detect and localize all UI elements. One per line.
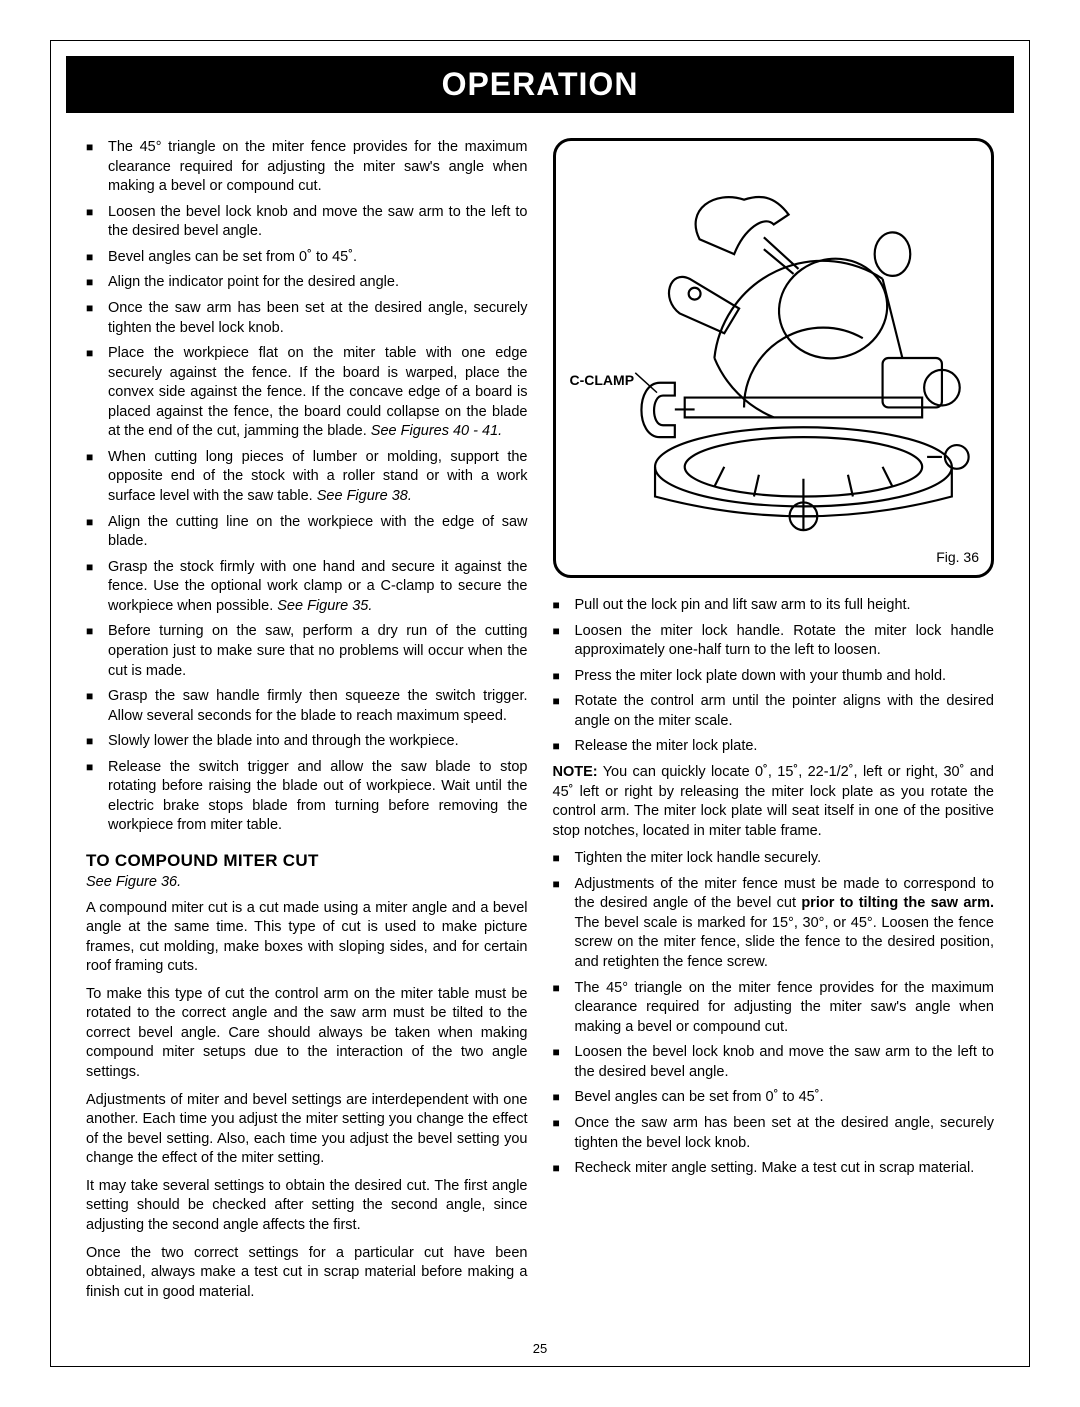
list-item: Align the cutting line on the workpiece … bbox=[86, 513, 528, 552]
paragraph: Adjustments of miter and bevel settings … bbox=[86, 1091, 528, 1169]
miter-saw-illustration bbox=[566, 151, 982, 565]
list-item: Rotate the control arm until the pointer… bbox=[553, 692, 995, 731]
page-title-banner: OPERATION bbox=[66, 56, 1014, 113]
see-figure-ref: See Figure 36. bbox=[86, 873, 528, 893]
list-item: The 45° triangle on the miter fence prov… bbox=[86, 138, 528, 197]
page-frame: OPERATION The 45° triangle on the miter … bbox=[50, 40, 1030, 1367]
list-item: Place the workpiece flat on the miter ta… bbox=[86, 344, 528, 442]
content-columns: The 45° triangle on the miter fence prov… bbox=[51, 138, 1029, 1335]
list-item: Once the saw arm has been set at the des… bbox=[86, 299, 528, 338]
right-bullet-adjust: Adjustments of the miter fence must be m… bbox=[553, 875, 995, 973]
figure-box: C-CLAMP Fig. 36 bbox=[553, 138, 995, 578]
right-bullet-list-2: Tighten the miter lock handle securely. bbox=[553, 849, 995, 869]
list-item: Press the miter lock plate down with you… bbox=[553, 667, 995, 687]
c-clamp-label: C-CLAMP bbox=[570, 371, 635, 390]
paragraph: A compound miter cut is a cut made using… bbox=[86, 899, 528, 977]
list-item: Release the miter lock plate. bbox=[553, 737, 995, 757]
list-item: Adjustments of the miter fence must be m… bbox=[553, 875, 995, 973]
note-label: NOTE: bbox=[553, 764, 598, 780]
miter-saw-icon bbox=[566, 151, 982, 565]
list-item: Bevel angles can be set from 0˚ to 45˚. bbox=[553, 1088, 995, 1108]
list-item: Once the saw arm has been set at the des… bbox=[553, 1114, 995, 1153]
list-item: Align the indicator point for the desire… bbox=[86, 273, 528, 293]
note-text: You can quickly locate 0˚, 15˚, 22-1/2˚,… bbox=[553, 764, 995, 839]
adjust-post: The bevel scale is marked for 15°, 30°, … bbox=[575, 915, 995, 970]
list-item: The 45° triangle on the miter fence prov… bbox=[553, 979, 995, 1038]
list-item: Loosen the bevel lock knob and move the … bbox=[86, 203, 528, 242]
left-paragraphs: A compound miter cut is a cut made using… bbox=[86, 899, 528, 1303]
list-item: Loosen the bevel lock knob and move the … bbox=[553, 1043, 995, 1082]
left-bullet-list: The 45° triangle on the miter fence prov… bbox=[86, 138, 528, 836]
list-item: Recheck miter angle setting. Make a test… bbox=[553, 1159, 995, 1179]
list-item: Bevel angles can be set from 0˚ to 45˚. bbox=[86, 248, 528, 268]
list-item: Release the switch trigger and allow the… bbox=[86, 758, 528, 836]
section-heading: TO COMPOUND MITER CUT bbox=[86, 850, 528, 873]
right-bullet-list-3: The 45° triangle on the miter fence prov… bbox=[553, 979, 995, 1179]
right-bullet-list-1: Pull out the lock pin and lift saw arm t… bbox=[553, 596, 995, 757]
figure-caption: Fig. 36 bbox=[936, 548, 979, 567]
list-item: Before turning on the saw, perform a dry… bbox=[86, 622, 528, 681]
list-item: Grasp the stock firmly with one hand and… bbox=[86, 558, 528, 617]
list-item: Tighten the miter lock handle securely. bbox=[553, 849, 995, 869]
page-number: 25 bbox=[51, 1335, 1029, 1366]
list-item: Slowly lower the blade into and through … bbox=[86, 732, 528, 752]
list-item: Grasp the saw handle firmly then squeeze… bbox=[86, 687, 528, 726]
right-column: C-CLAMP Fig. 36 Pull out the lock pin an… bbox=[553, 138, 995, 1310]
list-item: Pull out the lock pin and lift saw arm t… bbox=[553, 596, 995, 616]
paragraph: Once the two correct settings for a part… bbox=[86, 1244, 528, 1303]
adjust-bold: prior to tilting the saw arm. bbox=[801, 895, 994, 911]
note-paragraph: NOTE: You can quickly locate 0˚, 15˚, 22… bbox=[553, 763, 995, 841]
paragraph: It may take several settings to obtain t… bbox=[86, 1177, 528, 1236]
list-item: When cutting long pieces of lumber or mo… bbox=[86, 448, 528, 507]
paragraph: To make this type of cut the control arm… bbox=[86, 985, 528, 1083]
list-item: Loosen the miter lock handle. Rotate the… bbox=[553, 622, 995, 661]
left-column: The 45° triangle on the miter fence prov… bbox=[86, 138, 528, 1310]
